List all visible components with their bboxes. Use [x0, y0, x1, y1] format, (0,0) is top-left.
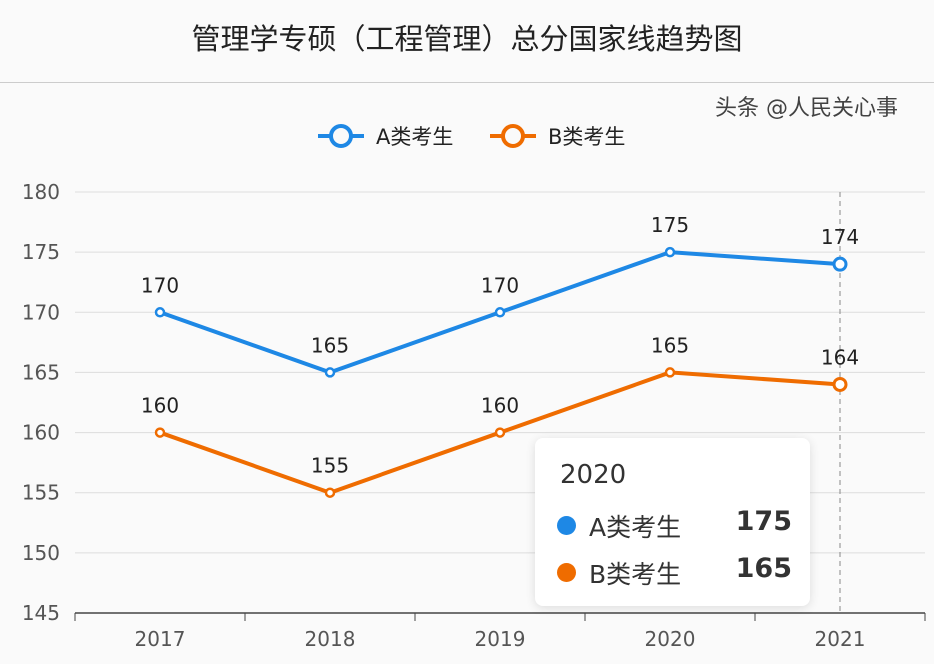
- data-label: 165: [651, 333, 689, 357]
- y-tick-label: 175: [22, 240, 60, 264]
- x-tick-label: 2017: [135, 627, 186, 651]
- tooltip-value: 165: [735, 553, 792, 584]
- y-tick-label: 170: [22, 300, 60, 324]
- series-a-dot-icon: [557, 516, 576, 535]
- data-label: 160: [141, 394, 179, 418]
- legend-circle-icon: [329, 124, 353, 148]
- y-tick-label: 165: [22, 360, 60, 384]
- data-point: [832, 256, 848, 272]
- y-tick-label: 180: [22, 180, 60, 204]
- data-point: [494, 427, 506, 438]
- y-tick-label: 150: [22, 541, 60, 565]
- tooltip-value: 175: [735, 506, 792, 537]
- data-point: [154, 427, 166, 438]
- tooltip-series-name: A类考生: [589, 513, 682, 542]
- x-tick-label: 2021: [815, 627, 866, 651]
- data-label: 175: [651, 213, 689, 237]
- tooltip: 2020 A类考生 175 B类考生 165: [535, 438, 810, 606]
- tooltip-row-b: B类考生 165: [557, 553, 792, 589]
- x-tick-label: 2020: [645, 627, 696, 651]
- data-point: [324, 487, 336, 498]
- data-label: 165: [311, 333, 349, 357]
- data-point: [324, 367, 336, 378]
- tooltip-row-a: A类考生 175: [557, 506, 792, 542]
- data-label: 164: [821, 345, 859, 369]
- legend-label: A类考生: [376, 125, 453, 149]
- data-point: [494, 307, 506, 318]
- data-point: [664, 246, 676, 258]
- y-tick-label: 145: [22, 601, 60, 625]
- y-tick-label: 155: [22, 481, 60, 505]
- data-label: 160: [481, 394, 519, 418]
- data-label: 170: [481, 273, 519, 297]
- title-divider: [0, 82, 934, 83]
- x-tick-label: 2019: [475, 627, 526, 651]
- chart-title: 管理学专硕（工程管理）总分国家线趋势图: [191, 22, 743, 56]
- data-point: [832, 376, 848, 392]
- watermark: 头条 @人民关心事: [715, 96, 898, 121]
- tooltip-title: 2020: [560, 460, 627, 490]
- legend-circle-icon: [501, 124, 525, 148]
- data-label: 170: [141, 273, 179, 297]
- data-label: 155: [311, 454, 349, 478]
- x-tick-label: 2018: [305, 627, 356, 651]
- y-tick-label: 160: [22, 421, 60, 445]
- data-label: 174: [821, 225, 859, 249]
- series-b-dot-icon: [557, 563, 576, 582]
- tooltip-series-name: B类考生: [589, 560, 682, 589]
- legend-label: B类考生: [548, 125, 625, 149]
- data-point: [664, 367, 676, 378]
- data-point: [154, 307, 166, 318]
